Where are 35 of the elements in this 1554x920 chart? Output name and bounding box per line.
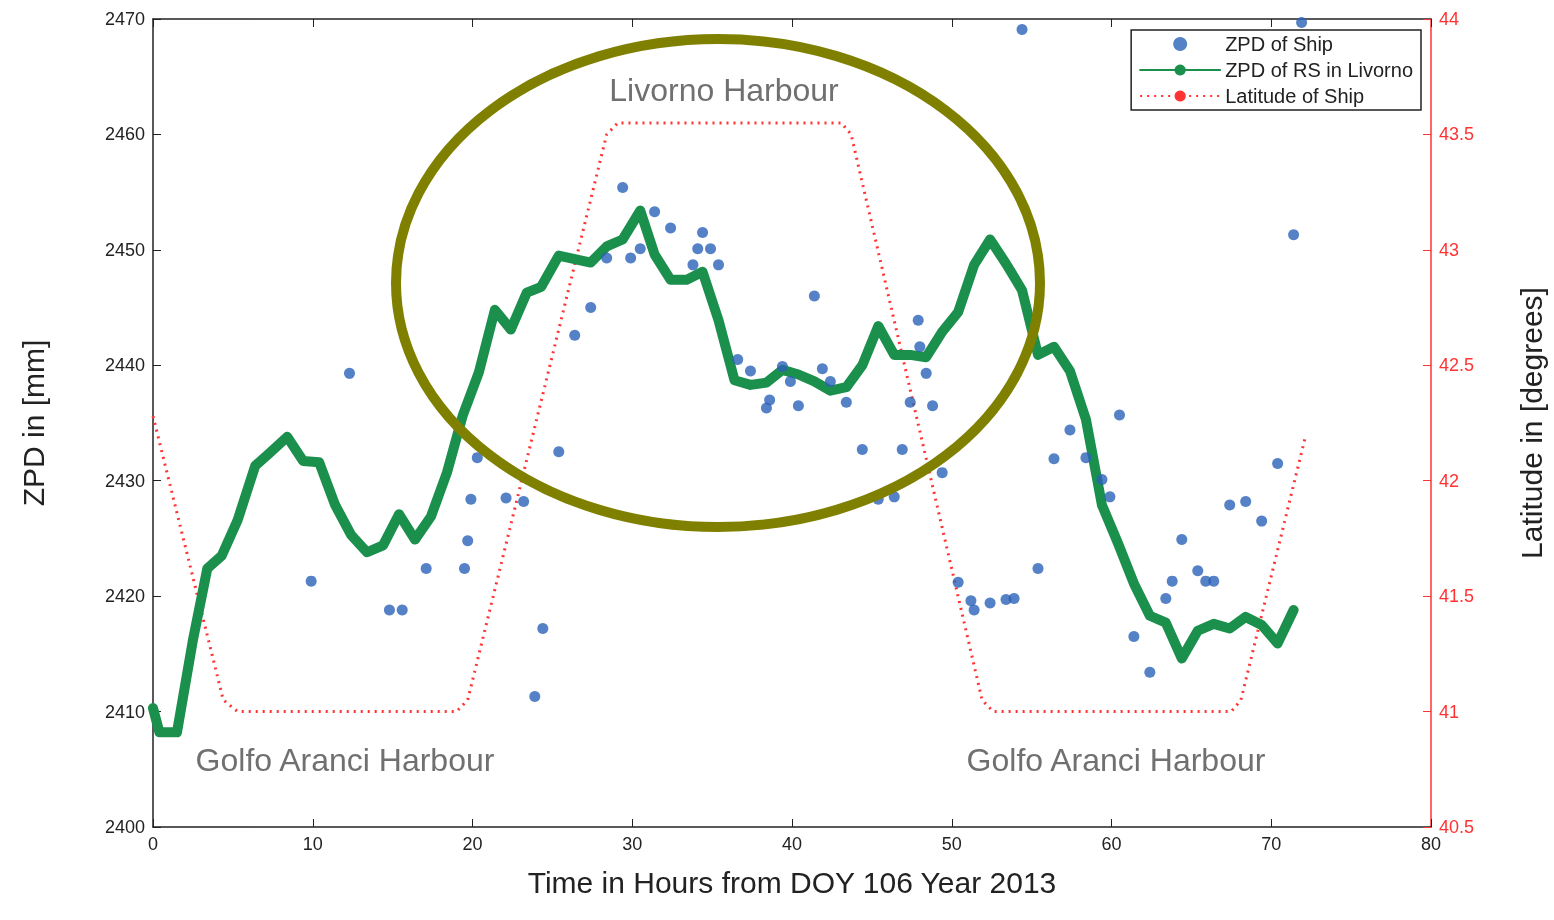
y2-tick-label: 40.5 (1439, 817, 1475, 837)
x-tick-label: 40 (781, 834, 803, 854)
y2-tick-label: 42 (1439, 470, 1460, 491)
y2-tick-label: 41 (1439, 701, 1460, 722)
legend-label: ZPD of RS in Livorno (1225, 59, 1414, 81)
x-tick-label: 60 (1101, 834, 1122, 854)
y-tick-label: 2470 (104, 9, 145, 29)
y-axis-title: ZPD in [mm] (16, 339, 50, 507)
y2-tick-label: 44 (1439, 9, 1460, 29)
y-tick-label: 2410 (104, 701, 145, 722)
x-tick-label: 80 (1420, 834, 1442, 854)
y-tick-label: 2450 (104, 239, 145, 260)
y-tick-label: 2430 (104, 470, 145, 491)
x-tick-label: 10 (302, 834, 323, 854)
annotation: Golfo Aranci Harbour (195, 742, 495, 778)
y2-tick-label: 42.5 (1439, 355, 1475, 376)
y2-tick-label: 41.5 (1439, 586, 1475, 607)
y-tick-label: 2420 (104, 586, 145, 607)
y-tick-label: 2460 (104, 124, 145, 145)
y2-axis-title: Latitude in [degrees] (1514, 287, 1548, 559)
x-axis-title: Time in Hours from DOY 106 Year 2013 (527, 865, 1057, 899)
annotation: Golfo Aranci Harbour (966, 742, 1266, 778)
x-tick-label: 30 (622, 834, 643, 854)
annotation: Livorno Harbour (609, 72, 840, 108)
y-tick-label: 2400 (104, 817, 145, 837)
x-tick-label: 50 (941, 834, 962, 854)
y2-tick-label: 43 (1439, 239, 1460, 260)
legend-label: Latitude of Ship (1225, 85, 1365, 107)
y2-tick-label: 43.5 (1439, 124, 1475, 145)
x-tick-label: 0 (147, 834, 159, 854)
x-tick-label: 20 (462, 834, 483, 854)
line-series (151, 121, 1307, 714)
legend-label: ZPD of Ship (1225, 33, 1333, 55)
y-tick-label: 2440 (104, 355, 145, 376)
x-tick-label: 70 (1261, 834, 1282, 854)
